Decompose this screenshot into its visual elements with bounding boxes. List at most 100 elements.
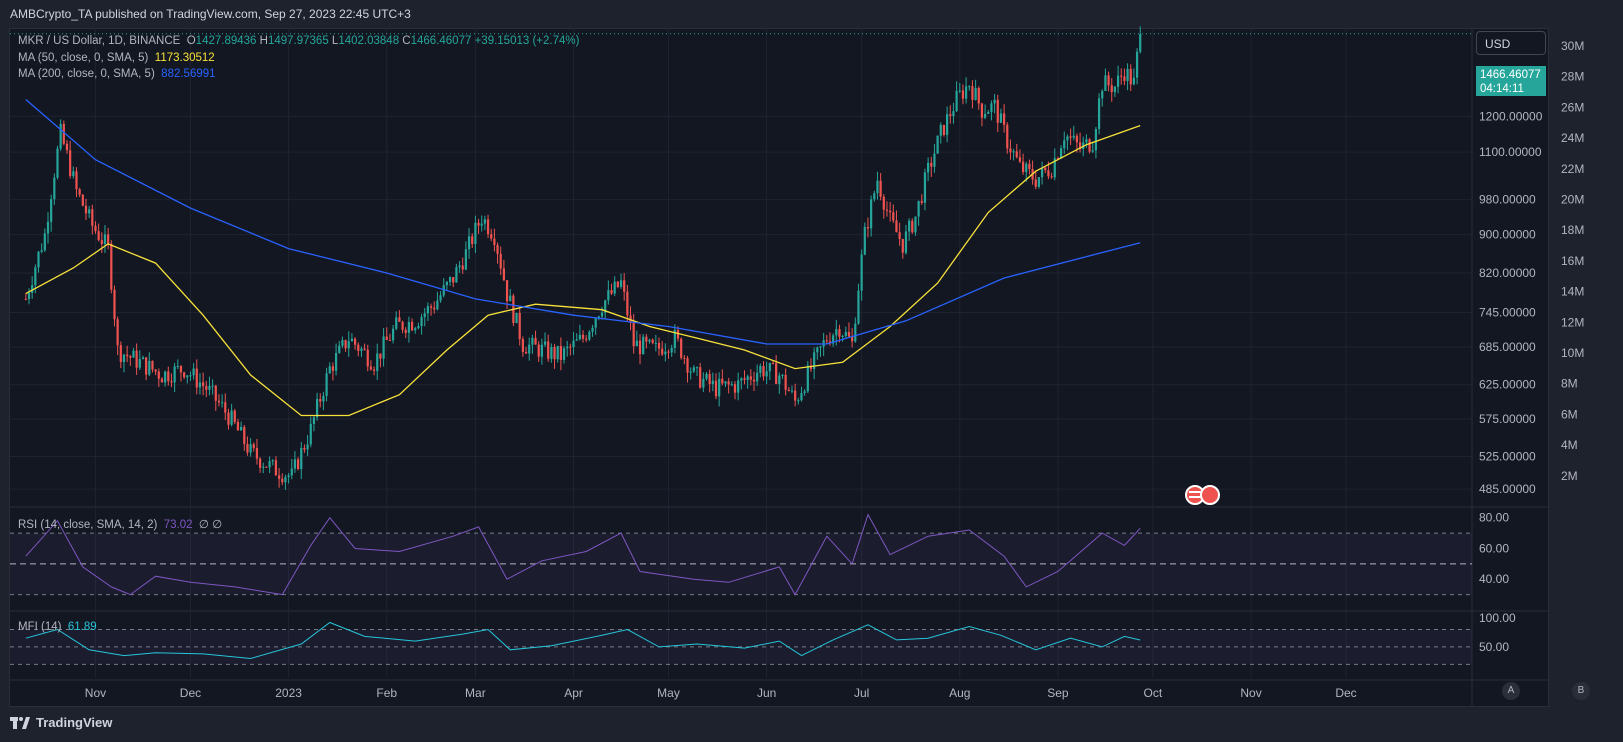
candle-body[interactable] — [667, 351, 670, 353]
candle-body[interactable] — [164, 371, 167, 383]
candle-body[interactable] — [315, 399, 319, 418]
candle-body[interactable] — [129, 356, 132, 358]
candle-body[interactable] — [1139, 33, 1142, 52]
candle-body[interactable] — [176, 365, 179, 367]
candle-body[interactable] — [334, 352, 338, 371]
candle-body[interactable] — [740, 378, 743, 381]
candle-body[interactable] — [277, 475, 281, 479]
candle-body[interactable] — [863, 226, 866, 255]
price-pane[interactable] — [10, 26, 1472, 490]
candle-body[interactable] — [227, 412, 230, 425]
candle-body[interactable] — [993, 99, 996, 104]
candle-body[interactable] — [933, 153, 936, 167]
candle-body[interactable] — [654, 342, 657, 344]
candle-body[interactable] — [1135, 51, 1139, 78]
y-tick-label[interactable]: 625.00000 — [1479, 378, 1536, 392]
mfi-legend[interactable]: MFI (14) 61.89 — [18, 621, 97, 633]
rsi-legend[interactable]: RSI (14, close, SMA, 14, 2) 73.02 ∅ ∅ — [18, 517, 222, 531]
candle-body[interactable] — [1113, 86, 1117, 93]
candle-body[interactable] — [309, 423, 312, 445]
candle-body[interactable] — [543, 341, 547, 345]
candle-body[interactable] — [809, 365, 813, 370]
candle-body[interactable] — [300, 447, 303, 470]
candle-body[interactable] — [737, 380, 740, 393]
candle-body[interactable] — [281, 478, 284, 483]
candle-body[interactable] — [496, 245, 499, 254]
candle-body[interactable] — [426, 306, 430, 314]
candle-body[interactable] — [1088, 139, 1091, 152]
candle-body[interactable] — [619, 280, 623, 287]
candle-body[interactable] — [186, 375, 189, 378]
candle-body[interactable] — [205, 386, 208, 390]
candle-body[interactable] — [154, 369, 157, 372]
candle-body[interactable] — [116, 319, 119, 346]
candle-body[interactable] — [632, 322, 635, 347]
candle-body[interactable] — [670, 347, 673, 353]
candle-body[interactable] — [353, 338, 357, 345]
candle-body[interactable] — [1006, 124, 1009, 149]
candle-body[interactable] — [91, 209, 94, 226]
candle-body[interactable] — [233, 410, 236, 423]
candle-body[interactable] — [1094, 129, 1098, 151]
x-tick-label[interactable]: 2023 — [275, 686, 302, 700]
candle-body[interactable] — [1107, 75, 1110, 86]
candle-body[interactable] — [714, 380, 718, 397]
candle-body[interactable] — [616, 281, 619, 287]
candle-body[interactable] — [366, 349, 369, 367]
candle-body[interactable] — [433, 307, 436, 310]
volume-tick-label[interactable]: 6M — [1561, 407, 1578, 421]
candle-body[interactable] — [474, 222, 477, 244]
candle-body[interactable] — [290, 468, 293, 476]
candle-body[interactable] — [743, 378, 746, 380]
candle-body[interactable] — [923, 172, 927, 203]
candle-body[interactable] — [917, 200, 920, 217]
candle-body[interactable] — [626, 291, 629, 316]
candle-body[interactable] — [214, 385, 217, 401]
candle-body[interactable] — [471, 236, 474, 244]
candle-body[interactable] — [40, 250, 43, 252]
candle-body[interactable] — [778, 375, 781, 384]
candle-body[interactable] — [1009, 148, 1012, 153]
candle-body[interactable] — [955, 90, 958, 112]
candle-body[interactable] — [271, 460, 274, 462]
candle-body[interactable] — [338, 345, 341, 353]
candle-body[interactable] — [1116, 75, 1120, 87]
ma200-line[interactable] — [25, 99, 1141, 345]
candle-body[interactable] — [999, 113, 1003, 123]
candle-body[interactable] — [699, 367, 702, 388]
candle-body[interactable] — [1069, 136, 1072, 138]
candle-body[interactable] — [107, 234, 110, 244]
mfi-pane[interactable]: 100.00 50.00 — [10, 611, 1516, 665]
candle-body[interactable] — [1063, 140, 1066, 149]
candle-body[interactable] — [477, 222, 480, 226]
candle-body[interactable] — [1110, 85, 1113, 93]
symbol-label[interactable]: MKR / US Dollar, 1D, BINANCE — [18, 35, 181, 47]
candle-body[interactable] — [607, 290, 610, 301]
candle-body[interactable] — [873, 193, 876, 200]
candle-body[interactable] — [151, 360, 154, 370]
candle-body[interactable] — [461, 265, 464, 270]
candle-body[interactable] — [705, 373, 708, 379]
candle-body[interactable] — [730, 384, 733, 386]
candle-body[interactable] — [398, 317, 401, 322]
candle-body[interactable] — [274, 460, 278, 476]
y-tick-label[interactable]: 485.00000 — [1479, 482, 1536, 496]
mfi-line[interactable] — [25, 621, 1141, 660]
candle-body[interactable] — [885, 209, 889, 211]
rsi-line[interactable] — [25, 513, 1141, 596]
candle-body[interactable] — [56, 148, 59, 178]
candle-body[interactable] — [1056, 158, 1060, 160]
candle-body[interactable] — [268, 461, 271, 468]
candle-body[interactable] — [949, 114, 952, 116]
candle-body[interactable] — [939, 124, 942, 136]
rsi-tick-label[interactable]: 40.00 — [1479, 572, 1509, 586]
candle-body[interactable] — [781, 374, 784, 376]
candle-body[interactable] — [1104, 75, 1107, 91]
candle-body[interactable] — [486, 219, 490, 235]
volume-tick-label[interactable]: 18M — [1561, 223, 1584, 237]
candle-body[interactable] — [65, 143, 69, 151]
candle-body[interactable] — [246, 443, 249, 453]
candle-body[interactable] — [661, 348, 664, 355]
x-tick-label[interactable]: Jul — [854, 686, 869, 700]
candle-body[interactable] — [448, 277, 452, 282]
